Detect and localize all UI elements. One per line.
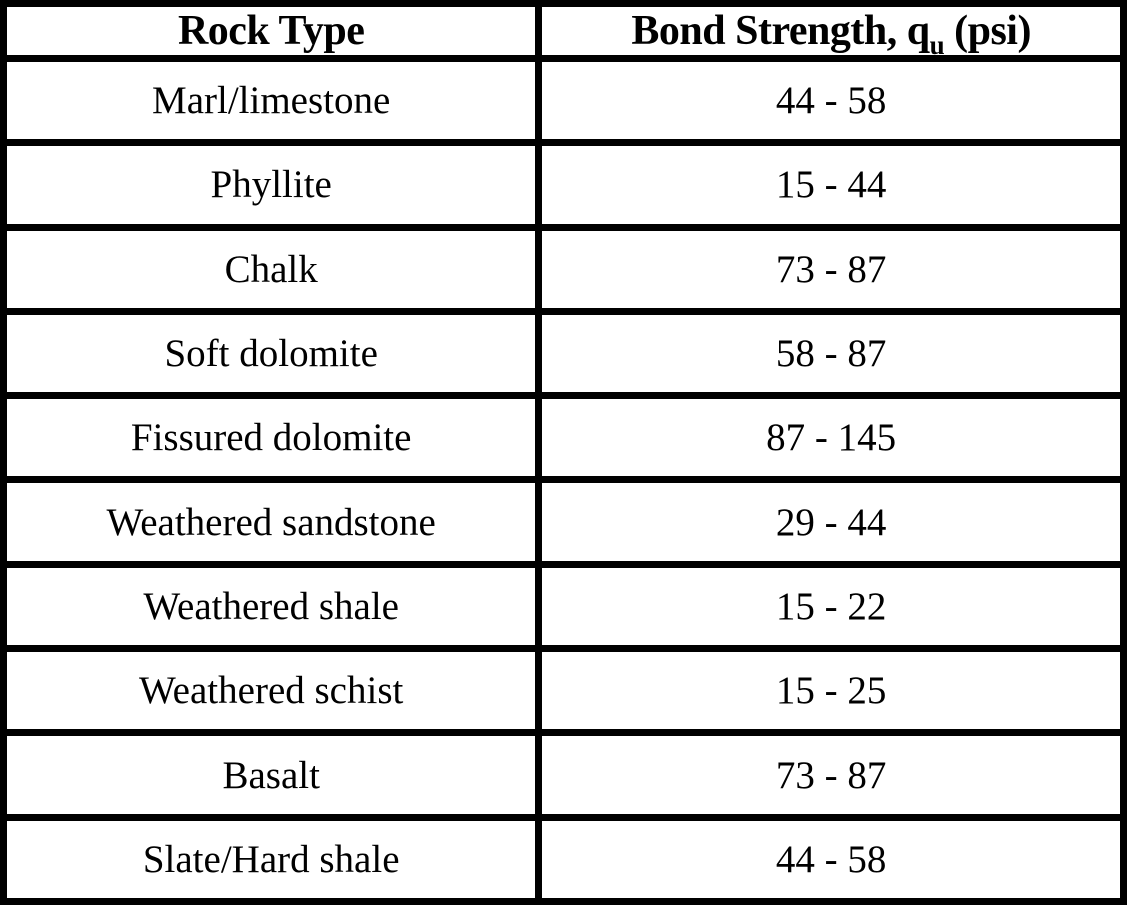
header-row: Rock Type Bond Strength, qu (psi) [0, 0, 1127, 62]
bond-strength-cell: 44 - 58 [535, 54, 1127, 147]
rock-type-cell: Basalt [0, 729, 543, 821]
bond-strength-cell: 15 - 22 [535, 560, 1127, 653]
header-rock-type: Rock Type [0, 0, 543, 62]
table-row: Soft dolomite 58 - 87 [0, 307, 1127, 400]
rock-type-cell: Chalk [0, 223, 543, 315]
table-row: Marl/limestone 44 - 58 [0, 54, 1127, 147]
rock-type-cell: Soft dolomite [0, 307, 543, 400]
bond-strength-cell: 15 - 44 [535, 139, 1127, 231]
header-bond-strength: Bond Strength, qu (psi) [535, 0, 1127, 62]
header-bond-strength-subscript: u [929, 30, 945, 59]
table-row: Weathered schist 15 - 25 [0, 645, 1127, 737]
header-bond-strength-suffix: (psi) [944, 8, 1031, 54]
table-row: Slate/Hard shale 44 - 58 [0, 813, 1127, 906]
rock-type-cell: Phyllite [0, 139, 543, 231]
table-row: Basalt 73 - 87 [0, 729, 1127, 821]
rock-type-cell: Weathered shale [0, 560, 543, 653]
rock-type-cell: Weathered schist [0, 645, 543, 737]
table-row: Weathered sandstone 29 - 44 [0, 476, 1127, 568]
bond-strength-cell: 73 - 87 [535, 729, 1127, 821]
header-bond-strength-prefix: Bond Strength, q [631, 8, 930, 54]
bond-strength-cell: 87 - 145 [535, 392, 1127, 484]
table-row: Weathered shale 15 - 22 [0, 560, 1127, 653]
bond-strength-cell: 73 - 87 [535, 223, 1127, 315]
rock-type-cell: Marl/limestone [0, 54, 543, 147]
bond-strength-cell: 44 - 58 [535, 813, 1127, 906]
table-row: Phyllite 15 - 44 [0, 139, 1127, 231]
rock-type-cell: Fissured dolomite [0, 392, 543, 484]
rock-type-cell: Slate/Hard shale [0, 813, 543, 906]
bond-strength-cell: 15 - 25 [535, 645, 1127, 737]
rock-type-cell: Weathered sandstone [0, 476, 543, 568]
table-row: Chalk 73 - 87 [0, 223, 1127, 315]
bond-strength-cell: 58 - 87 [535, 307, 1127, 400]
table-row: Fissured dolomite 87 - 145 [0, 392, 1127, 484]
header-rock-type-label: Rock Type [177, 8, 365, 54]
bond-strength-cell: 29 - 44 [535, 476, 1127, 568]
